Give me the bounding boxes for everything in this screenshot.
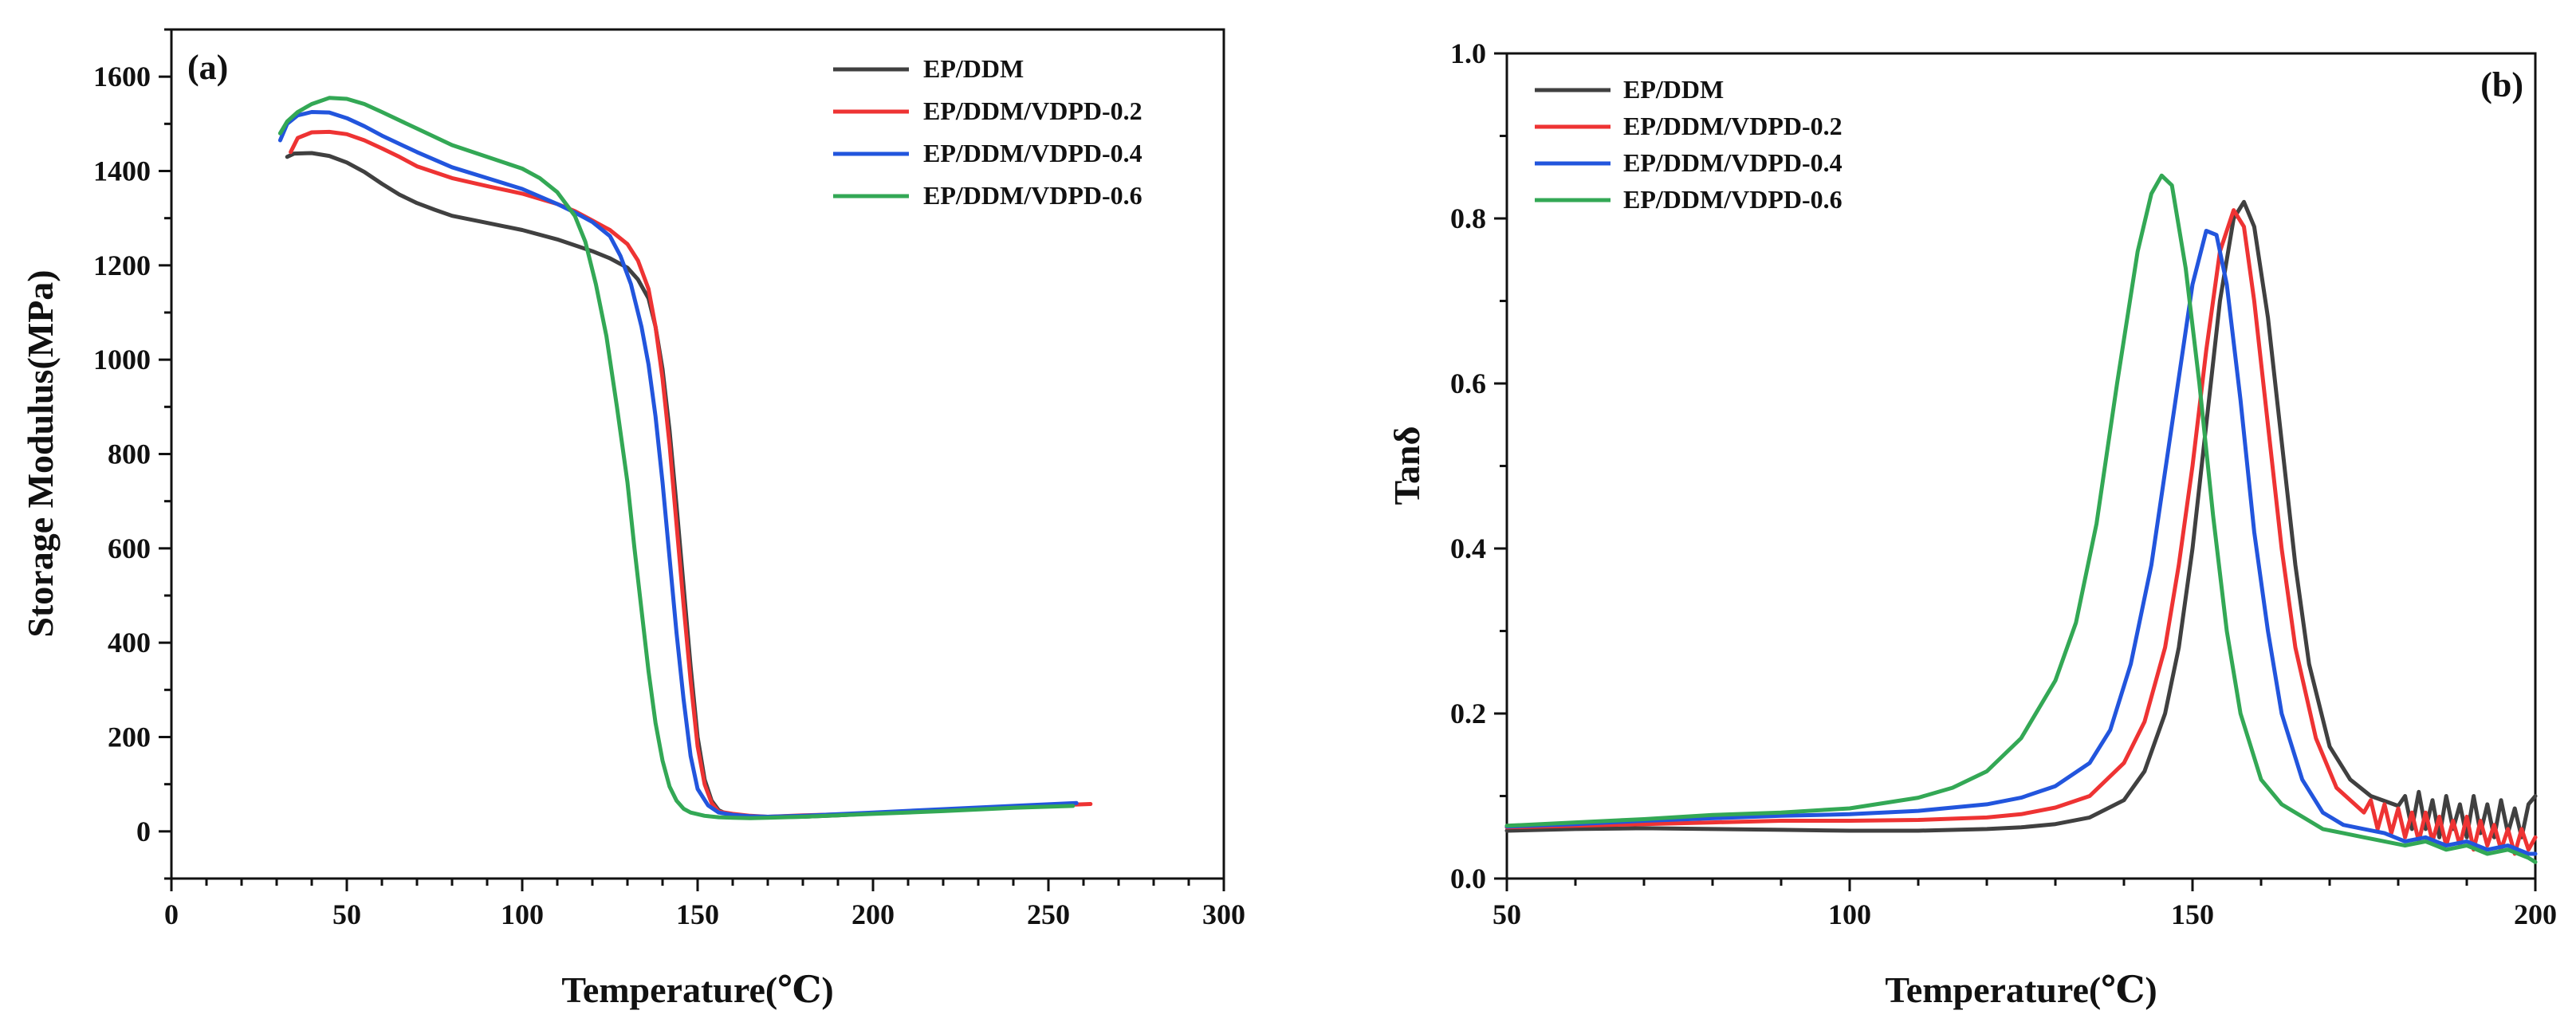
- panel-a-legend: EP/DDM EP/DDM/VDPD-0.2 EP/DDM/VDPD-0.4 EP/D…: [833, 54, 1142, 210]
- panel-a-y-tick-label: 1200: [93, 250, 151, 281]
- panel-b-legend-label: EP/DDM/VDPD-0.6: [1623, 185, 1843, 214]
- panel-b-legend: EP/DDM EP/DDM/VDPD-0.2 EP/DDM/VDPD-0.4 EP/D…: [1535, 75, 1843, 214]
- panel-a-series-line-2: [289, 129, 1093, 819]
- panel-b-legend-label: EP/DDM: [1623, 75, 1724, 104]
- panel-a-x-tick-label: 100: [501, 898, 544, 930]
- panel-a-series-line-1: [285, 151, 1079, 820]
- panel-b-y-tick-label: 0.2: [1450, 698, 1486, 729]
- panel-a-series-line-4: [277, 96, 1076, 820]
- panel-b-label: (b): [2480, 65, 2523, 104]
- panel-a-series-line-3: [277, 110, 1079, 819]
- panel-b-series-line-1: [1504, 199, 2538, 839]
- panel-b-y-tick-label: 1.0: [1450, 37, 1486, 69]
- panel-b-series-line-3: [1504, 229, 2538, 856]
- panel-b-plot-frame: [1505, 52, 2537, 880]
- panel-b-tan-delta-chart: 50 100 150 200 0.0 0.2 0.4 0.6 0.8 1.0 (b) EP/DDM…: [1386, 37, 2557, 1010]
- panel-a-y-tick-label: 800: [108, 438, 151, 470]
- panel-a-legend-label: EP/DDM/VDPD-0.6: [923, 181, 1142, 210]
- panel-b-y-axis-title: Tanδ: [1386, 427, 1427, 505]
- panel-a-x-tick-label: 300: [1202, 898, 1245, 930]
- panel-b-x-tick-label: 150: [2171, 898, 2214, 930]
- panel-a-x-tick-label: 250: [1027, 898, 1070, 930]
- panel-a-tick-labels: 0 50 100 150 200 250 300 0 200 400 600 800 1000 1200 1…: [93, 61, 1245, 930]
- panel-a-ticks: [159, 28, 1225, 891]
- panel-b-legend-label: EP/DDM/VDPD-0.2: [1623, 112, 1843, 140]
- panel-a-y-tick-label: 200: [108, 721, 151, 753]
- panel-a-y-tick-label: 600: [108, 533, 151, 564]
- panel-b-tick-labels: 50 100 150 200 0.0 0.2 0.4 0.6 0.8 1.0: [1450, 37, 2557, 930]
- panel-a-x-tick-label: 50: [332, 898, 361, 930]
- panel-a-x-tick-label: 0: [164, 898, 179, 930]
- panel-a-legend-label: EP/DDM/VDPD-0.4: [923, 139, 1142, 167]
- panel-a-y-tick-label: 1400: [93, 155, 151, 187]
- panel-b-y-tick-label: 0.6: [1450, 368, 1486, 399]
- panel-b-x-tick-label: 100: [1828, 898, 1871, 930]
- panel-b-series-line-4: [1504, 173, 2538, 864]
- panel-b-y-tick-label: 0.4: [1450, 533, 1486, 564]
- panel-a-storage-modulus-chart: 0 50 100 150 200 250 300 0 200 400 600 800 1000 1200 1…: [20, 28, 1245, 1010]
- panel-b-y-tick-label: 0.8: [1450, 202, 1486, 234]
- panel-b-x-tick-label: 200: [2514, 898, 2557, 930]
- panel-a-y-axis-title: Storage Modulus(MPa): [20, 269, 61, 637]
- panel-b-legend-label: EP/DDM/VDPD-0.4: [1623, 148, 1843, 177]
- panel-b-ticks: [1494, 52, 2537, 891]
- panel-b-series: [1504, 173, 2538, 864]
- panel-b-y-tick-label: 0.0: [1450, 863, 1486, 894]
- panel-a-x-tick-label: 150: [676, 898, 719, 930]
- panel-a-label: (a): [187, 48, 228, 87]
- panel-b-x-tick-label: 50: [1493, 898, 1521, 930]
- panel-a-x-tick-label: 200: [851, 898, 895, 930]
- panel-a-y-tick-label: 400: [108, 627, 151, 659]
- panel-b-x-axis-title: Temperature(℃): [1885, 969, 2157, 1010]
- panel-a-y-tick-label: 1000: [93, 344, 151, 375]
- panel-a-legend-label: EP/DDM/VDPD-0.2: [923, 96, 1142, 125]
- panel-a-y-tick-label: 0: [136, 816, 151, 847]
- panel-a-x-axis-title: Temperature(℃): [561, 969, 833, 1010]
- panel-b-series-line-2: [1504, 208, 2538, 856]
- panel-a-y-tick-label: 1600: [93, 61, 151, 92]
- panel-a-series: [277, 96, 1093, 820]
- panel-a-legend-label: EP/DDM: [923, 54, 1024, 83]
